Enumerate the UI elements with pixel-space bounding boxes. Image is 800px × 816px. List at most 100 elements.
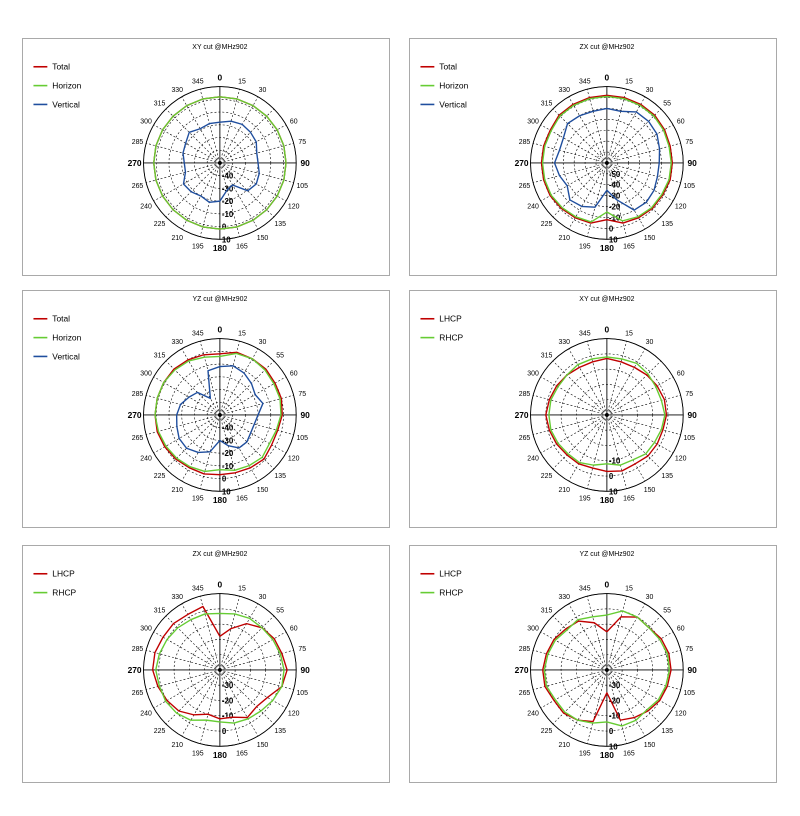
angular-gridline: [606, 669, 681, 690]
polar-chart-svg: YZ cut @MHz902 0 15 30 55 60 75 90 105 120 135 150 1…: [420, 551, 697, 760]
angle-tick-label: 195: [192, 243, 204, 250]
angle-tick-label: 105: [683, 690, 695, 697]
radial-tick-label: -30: [222, 436, 234, 445]
angle-tick-label: 225: [541, 473, 553, 480]
angular-gridline: [606, 108, 662, 164]
angular-gridline: [586, 89, 608, 164]
angle-tick-label: 30: [259, 87, 267, 94]
angle-tick-label: 55: [276, 608, 284, 615]
angle-tick-label: 90: [300, 665, 310, 675]
angle-tick-label: 285: [519, 646, 531, 653]
angle-tick-label: 330: [558, 594, 570, 601]
angle-tick-label: 225: [154, 221, 166, 228]
angle-tick-label: 15: [625, 79, 633, 86]
angular-gridline: [606, 669, 627, 744]
angular-gridline: [146, 669, 220, 690]
angular-gridline: [153, 376, 221, 416]
angular-gridline: [219, 631, 287, 671]
radial-tick-label: 10: [609, 742, 618, 751]
angular-gridline: [606, 414, 646, 482]
polar-chart-panel: YZ cut @MHz902 0 15 30 55 60 75 90 105 120 135 150 1…: [409, 545, 777, 783]
angle-tick-label: 345: [192, 79, 204, 86]
angular-gridline: [219, 96, 259, 164]
angle-tick-label: 265: [132, 183, 144, 190]
chart-title: YZ cut @MHz902: [192, 296, 247, 303]
angle-tick-label: 225: [154, 728, 166, 735]
angle-tick-label: 0: [605, 73, 610, 83]
angle-tick-label: 285: [132, 139, 144, 146]
polar-chart-panel: YZ cut @MHz902 0 15 30 55 60 75 90 105 120 135 150 1…: [22, 290, 390, 528]
legend-label: LHCP: [439, 314, 462, 324]
angle-tick-label: 195: [192, 495, 204, 502]
radial-tick-label: -10: [222, 712, 234, 721]
chart-title: XY cut @MHz902: [579, 296, 634, 303]
angular-gridline: [533, 162, 607, 183]
angle-tick-label: 75: [685, 139, 693, 146]
angular-gridline: [219, 414, 240, 489]
angular-gridline: [586, 162, 608, 237]
angular-gridline: [552, 414, 608, 470]
angular-gridline: [219, 596, 240, 671]
angular-gridline: [181, 162, 221, 230]
angular-gridline: [606, 348, 646, 416]
radial-tick-label: -30: [222, 681, 234, 690]
angular-gridline: [219, 669, 275, 725]
angular-gridline: [540, 631, 608, 671]
angular-gridline: [219, 142, 294, 164]
angle-tick-label: 345: [579, 331, 591, 338]
angle-tick-label: 150: [257, 742, 269, 749]
series-line-rhcp: [155, 612, 285, 724]
angular-gridline: [606, 96, 646, 164]
angle-tick-label: 135: [661, 728, 673, 735]
angle-tick-label: 120: [288, 711, 300, 718]
angle-tick-label: 30: [646, 594, 654, 601]
angular-gridline: [165, 162, 221, 218]
angle-tick-label: 210: [171, 487, 183, 494]
angular-gridline: [568, 162, 608, 230]
angular-gridline: [219, 162, 275, 218]
legend-label: Vertical: [52, 99, 80, 109]
radial-tick-label: -20: [609, 203, 621, 212]
angle-tick-label: 105: [296, 183, 308, 190]
angle-tick-label: 15: [625, 586, 633, 593]
polar-chart-panel: XY cut @MHz902 0 15 30 60 75 90 105 120 135 150 165…: [409, 290, 777, 528]
angular-gridline: [552, 669, 608, 725]
angular-gridline: [606, 669, 674, 709]
angle-tick-label: 180: [600, 750, 614, 760]
angle-tick-label: 225: [541, 221, 553, 228]
angular-gridline: [533, 394, 607, 416]
angular-gridline: [219, 669, 259, 737]
angle-tick-label: 135: [661, 221, 673, 228]
angle-tick-label: 330: [171, 87, 183, 94]
angular-gridline: [568, 669, 608, 737]
radial-tick-label: -10: [222, 462, 234, 471]
angle-tick-label: 60: [677, 118, 685, 125]
angular-gridline: [199, 414, 221, 489]
angle-tick-label: 315: [154, 101, 166, 108]
angle-tick-label: 345: [192, 331, 204, 338]
angular-gridline: [219, 162, 294, 183]
angle-tick-label: 285: [132, 646, 144, 653]
radial-tick-label: 0: [222, 223, 227, 232]
radial-tick-label: -10: [609, 712, 621, 721]
angular-gridline: [199, 669, 221, 744]
angle-tick-label: 210: [171, 235, 183, 242]
angle-tick-label: 315: [154, 353, 166, 360]
angular-gridline: [165, 414, 221, 470]
angle-tick-label: 180: [213, 495, 227, 505]
legend-label: RHCP: [52, 588, 76, 598]
angle-tick-label: 60: [290, 118, 298, 125]
radial-tick-label: 0: [222, 727, 227, 736]
angular-gridline: [219, 414, 259, 482]
angle-tick-label: 330: [171, 594, 183, 601]
angular-gridline: [199, 341, 221, 416]
angle-tick-label: 180: [213, 243, 227, 253]
angular-gridline: [533, 414, 607, 435]
angle-tick-label: 150: [644, 487, 656, 494]
angle-tick-label: 285: [519, 139, 531, 146]
radial-tick-label: 0: [609, 472, 614, 481]
series-line-lhcp: [545, 357, 668, 473]
polar-chart-panel: XY cut @MHz902 0 15 30 60 75 90 105 120 135 150 165…: [22, 38, 390, 276]
radial-tick-label: 10: [609, 487, 618, 496]
angular-gridline: [606, 376, 674, 416]
